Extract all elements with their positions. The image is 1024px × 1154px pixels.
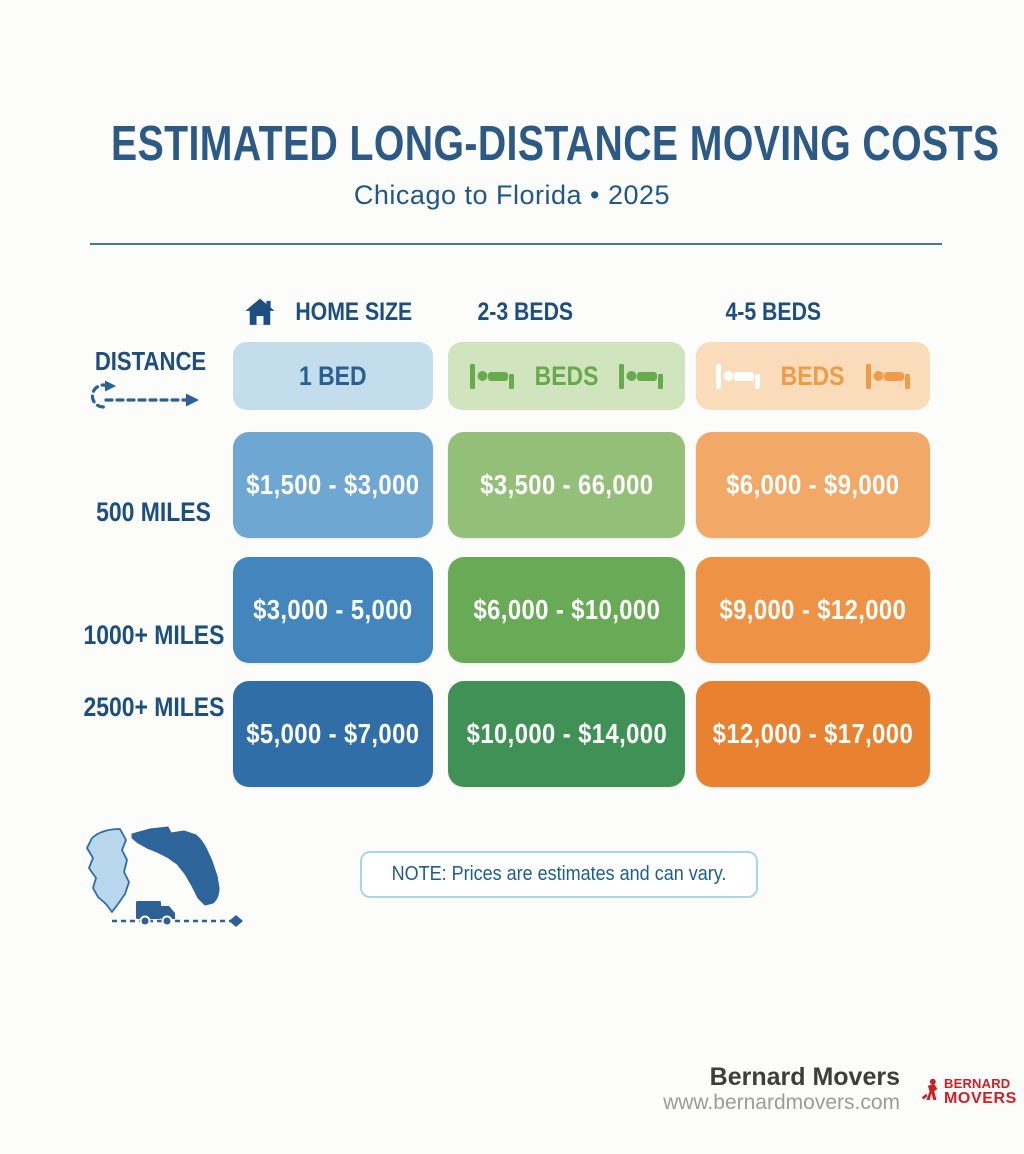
row-label-1000-miles: 1000+ MILES (83, 620, 225, 650)
size-pill-label: BEDS (781, 360, 845, 391)
distance-label: DISTANCE (94, 346, 207, 376)
cost-cell-1000mi-1bed: $3,000 - 5,000 (233, 557, 433, 663)
row-label-2500-miles: 2500+ MILES (83, 692, 225, 722)
column-header-label: 4-5 BEDS (725, 297, 822, 326)
cost-cell-2500mi-1bed: $5,000 - $7,000 (233, 681, 433, 787)
column-header-label: 2-3 BEDS (477, 297, 574, 326)
size-pill-2-3-beds: BEDS (448, 342, 685, 410)
mover-figure-icon (920, 1076, 942, 1107)
size-pill-label: BEDS (534, 360, 599, 391)
size-pill-4-5-beds: BEDS (696, 342, 930, 410)
note-text: NOTE: Prices are estimates and can vary. (391, 863, 727, 885)
size-pill-1-bed: 1 BED (233, 342, 433, 410)
logo-line1: BERNARD (944, 1075, 1011, 1091)
cost-cell-1000mi-2-3beds: $6,000 - $10,000 (448, 557, 685, 663)
page-title: ESTIMATED LONG-DISTANCE MOVING COSTS (111, 117, 1000, 171)
bed-icon (865, 363, 911, 390)
footer-company-block: Bernard Movers www.bernardmovers.com (520, 1063, 900, 1115)
illinois-shape (86, 828, 130, 913)
cost-cell-1000mi-4-5beds: $9,000 - $12,000 (696, 557, 930, 663)
route-arrow-icon (82, 378, 210, 416)
truck-icon (136, 901, 175, 927)
divider-line (90, 243, 942, 245)
column-header-4-5-beds: 4-5 BEDS (696, 294, 851, 330)
bernard-movers-logo: BERNARD MOVERS (920, 1076, 1017, 1107)
cost-cell-500mi-4-5beds: $6,000 - $9,000 (696, 432, 930, 538)
column-header-2-3-beds: 2-3 BEDS (448, 294, 603, 330)
company-website: www.bernardmovers.com (663, 1091, 900, 1114)
florida-shape (131, 826, 220, 906)
cost-cell-500mi-2-3beds: $3,500 - 66,000 (448, 432, 685, 538)
house-icon (244, 298, 276, 326)
bed-icon (715, 363, 761, 390)
row-label-500-miles: 500 MILES (96, 497, 212, 527)
note-box: NOTE: Prices are estimates and can vary. (360, 851, 758, 898)
cost-cell-500mi-1bed: $1,500 - $3,000 (233, 432, 433, 538)
column-header-home-size: HOME SIZE (233, 294, 433, 330)
company-name: Bernard Movers (709, 1063, 900, 1091)
cost-cell-2500mi-4-5beds: $12,000 - $17,000 (696, 681, 930, 787)
logo-line2: MOVERS (944, 1089, 1017, 1107)
cost-cell-2500mi-2-3beds: $10,000 - $14,000 (448, 681, 685, 787)
bed-icon (469, 363, 515, 390)
size-pill-label: 1 BED (299, 360, 367, 391)
route-map-art (70, 816, 250, 934)
column-header-label: HOME SIZE (295, 297, 412, 326)
bed-icon (618, 363, 664, 390)
page-subtitle: Chicago to Florida • 2025 (353, 180, 671, 210)
